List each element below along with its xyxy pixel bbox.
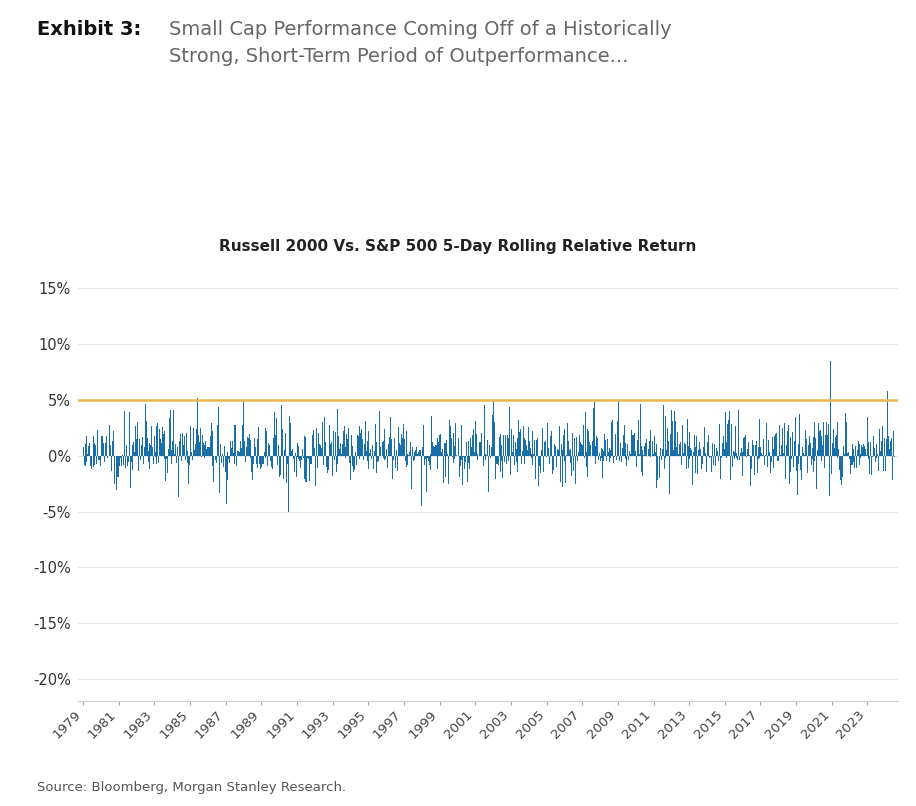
Text: Small Cap Performance Coming Off of a Historically
Strong, Short-Term Period of : Small Cap Performance Coming Off of a Hi… [169, 20, 672, 66]
Text: Russell 2000 Vs. S&P 500 5-Day Rolling Relative Return: Russell 2000 Vs. S&P 500 5-Day Rolling R… [219, 239, 697, 254]
Text: Source: Bloomberg, Morgan Stanley Research.: Source: Bloomberg, Morgan Stanley Resear… [37, 781, 345, 794]
Text: Exhibit 3:: Exhibit 3: [37, 20, 141, 39]
